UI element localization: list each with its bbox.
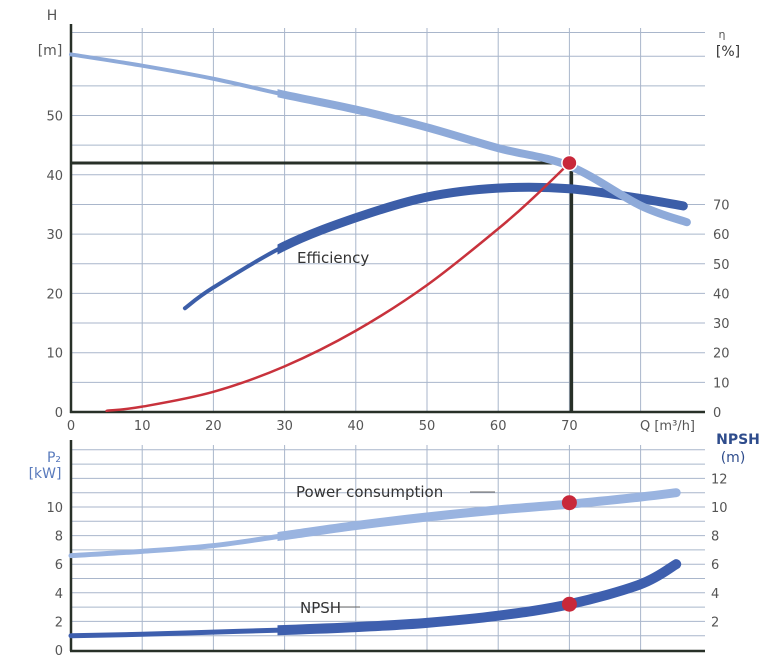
head-curve (69, 52, 689, 225)
p2-tick-label: 2 (55, 615, 63, 630)
p2-axis-label: P₂ (47, 450, 61, 466)
npsh-label: NPSH (300, 599, 341, 617)
x-tick-label: 20 (205, 419, 222, 434)
y2-tick-label: 0 (713, 406, 721, 421)
power-consumption-label: Power consumption (296, 483, 443, 501)
p2-axis-unit: [kW] (29, 466, 62, 482)
npsh-tick-label: 12 (711, 472, 728, 487)
system-curve (105, 161, 571, 413)
x-tick-label: 0 (67, 419, 75, 434)
npsh-tick-label: 10 (711, 501, 728, 516)
x-tick-label: 70 (561, 419, 578, 434)
y2-axis-label: η (719, 28, 726, 41)
npsh-operating-point-marker (561, 596, 577, 612)
operating-point-marker (561, 154, 578, 172)
y-tick-label: 40 (46, 169, 63, 184)
x-tick-label: 40 (348, 419, 365, 434)
y-axis-label: H (47, 8, 58, 24)
npsh-tick-label: 2 (711, 615, 719, 630)
head-curve-operating-range (277, 89, 691, 227)
y2-tick-label: 70 (713, 198, 730, 213)
x-tick-label: 10 (134, 419, 151, 434)
p2-tick-label: 8 (55, 530, 63, 545)
efficiency-curve (182, 185, 686, 311)
npsh-tick-label: 8 (711, 530, 719, 545)
y-tick-label: 0 (55, 406, 63, 421)
y2-tick-label: 20 (713, 347, 730, 362)
power-curve-operating-range (277, 488, 681, 542)
npsh-axis-label: NPSH (716, 432, 760, 448)
npsh-tick-label: 6 (711, 558, 719, 573)
y-axis-unit: [m] (38, 43, 63, 59)
y2-axis-unit: [%] (716, 44, 740, 60)
p2-tick-label: 4 (55, 587, 63, 602)
y-tick-label: 30 (46, 228, 63, 243)
x-tick-label: 30 (276, 419, 293, 434)
efficiency-label: Efficiency (297, 249, 369, 267)
y-tick-label: 50 (46, 110, 63, 125)
y2-tick-label: 10 (713, 376, 730, 391)
y-tick-label: 10 (46, 347, 63, 362)
p2-tick-label: 10 (46, 501, 63, 516)
y2-tick-label: 60 (713, 228, 730, 243)
x-tick-label: 60 (490, 419, 507, 434)
y-tick-label: 20 (46, 287, 63, 302)
p2-tick-label: 6 (55, 558, 63, 573)
y2-tick-label: 40 (713, 287, 730, 302)
npsh-curve-operating-range (277, 559, 682, 636)
x-tick-label: 50 (419, 419, 436, 434)
x-axis-label: Q [m³/h] (640, 419, 695, 434)
y2-tick-label: 50 (713, 258, 730, 273)
efficiency-curve-operating-range (277, 182, 688, 255)
p2-tick-label: 0 (55, 644, 63, 659)
y2-tick-label: 30 (713, 317, 730, 332)
npsh-axis-unit: (m) (721, 450, 746, 466)
power-operating-point-marker (561, 495, 577, 511)
npsh-tick-label: 4 (711, 587, 719, 602)
